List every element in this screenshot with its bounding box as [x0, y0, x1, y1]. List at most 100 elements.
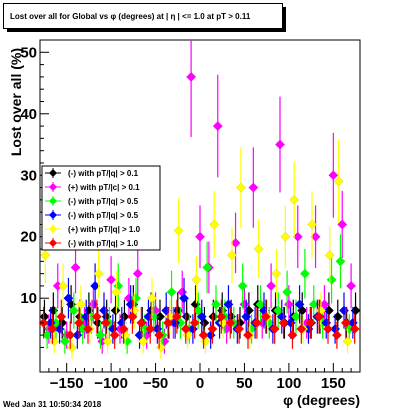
x-tick-label: 0	[196, 375, 204, 392]
data-point	[196, 311, 207, 322]
data-point	[171, 311, 182, 322]
data-point	[278, 317, 289, 328]
data-point	[287, 330, 298, 341]
data-point	[59, 336, 70, 347]
data-point	[132, 268, 143, 279]
data-point	[205, 330, 216, 341]
data-point	[305, 317, 316, 328]
x-tick-label: −50	[143, 375, 168, 392]
data-point	[337, 219, 348, 230]
legend-marker	[49, 211, 57, 219]
data-point	[72, 330, 83, 341]
data-point	[40, 250, 51, 261]
data-point	[266, 280, 277, 291]
data-point	[145, 324, 156, 334]
data-point	[299, 268, 310, 279]
legend-label: (-) with pT/|q| > 0.5	[68, 211, 139, 220]
data-point	[216, 311, 227, 322]
timestamp: Wed Jan 31 10:50:34 2018	[3, 400, 102, 409]
y-axis-title: Lost over all (%)	[8, 48, 24, 156]
data-point	[58, 280, 69, 291]
data-point	[70, 262, 81, 273]
data-point	[195, 231, 205, 242]
data-point	[180, 324, 191, 334]
data-point	[209, 219, 220, 230]
data-point	[328, 170, 339, 181]
data-point	[154, 330, 165, 341]
data-point	[100, 317, 111, 328]
data-point	[163, 317, 173, 328]
data-point	[241, 311, 252, 322]
data-point	[56, 311, 67, 322]
legend-marker	[49, 183, 57, 191]
legend-marker	[49, 239, 57, 247]
x-tick-label: 150	[321, 375, 346, 392]
data-point	[75, 299, 86, 310]
data-point	[333, 176, 344, 187]
data-point	[296, 324, 307, 334]
data-point	[74, 317, 85, 328]
y-tick-label: 50	[20, 44, 37, 61]
data-point	[271, 268, 282, 279]
data-point	[227, 250, 237, 261]
data-point	[342, 336, 353, 347]
data-point	[136, 317, 147, 328]
y-tick-label: 40	[20, 106, 37, 123]
y-tick-label: 20	[20, 229, 37, 246]
data-point	[235, 182, 246, 193]
data-point	[307, 219, 317, 230]
data-point	[186, 71, 197, 82]
legend-label: (-) with pT/|q| > 0.1	[68, 169, 139, 178]
data-point	[127, 311, 138, 322]
data-point	[237, 280, 248, 291]
data-point	[202, 262, 213, 273]
data-point	[63, 293, 74, 304]
legend-box	[41, 165, 161, 251]
data-point	[182, 330, 193, 341]
x-tick-label: −100	[94, 375, 128, 392]
x-tick-label: 100	[276, 375, 301, 392]
data-point	[109, 330, 120, 341]
data-point	[93, 268, 104, 279]
data-point	[211, 299, 221, 310]
data-point	[282, 287, 293, 298]
data-point	[47, 324, 58, 334]
data-point	[280, 231, 291, 242]
data-point	[289, 194, 300, 205]
data-point	[102, 336, 113, 347]
legend-label: (+) with pT/|q| > 1.0	[68, 225, 141, 234]
data-point	[248, 182, 259, 193]
data-point	[314, 311, 325, 322]
data-point	[207, 324, 218, 334]
data-point	[65, 330, 76, 341]
legend-label: (-) with pT/|q| > 1.0	[68, 239, 139, 248]
y-tick-label: 30	[20, 167, 37, 184]
legend-marker	[49, 225, 57, 233]
data-point	[223, 299, 234, 310]
data-point	[349, 324, 360, 334]
data-point	[189, 317, 200, 328]
legend-label: (-) with pT/|q| > 0.5	[68, 197, 139, 206]
data-point	[120, 330, 131, 341]
y-tick-label: 10	[20, 290, 37, 307]
data-point	[111, 287, 122, 298]
data-point	[138, 336, 149, 347]
data-point	[275, 139, 285, 150]
x-tick-label: 50	[236, 375, 253, 392]
data-point	[179, 293, 189, 304]
data-point	[335, 256, 346, 267]
data-point	[198, 330, 209, 341]
chart-title: Lost over all for Global vs φ (degrees) …	[3, 3, 286, 32]
data-point	[251, 317, 262, 328]
data-point	[346, 280, 357, 291]
data-point	[323, 324, 333, 334]
data-point	[294, 299, 305, 310]
legend-marker	[49, 169, 57, 177]
data-point	[99, 305, 109, 316]
data-point	[118, 324, 129, 334]
data-point	[253, 244, 264, 254]
data-point	[68, 305, 79, 316]
data-point	[340, 317, 351, 328]
data-point	[83, 324, 93, 334]
